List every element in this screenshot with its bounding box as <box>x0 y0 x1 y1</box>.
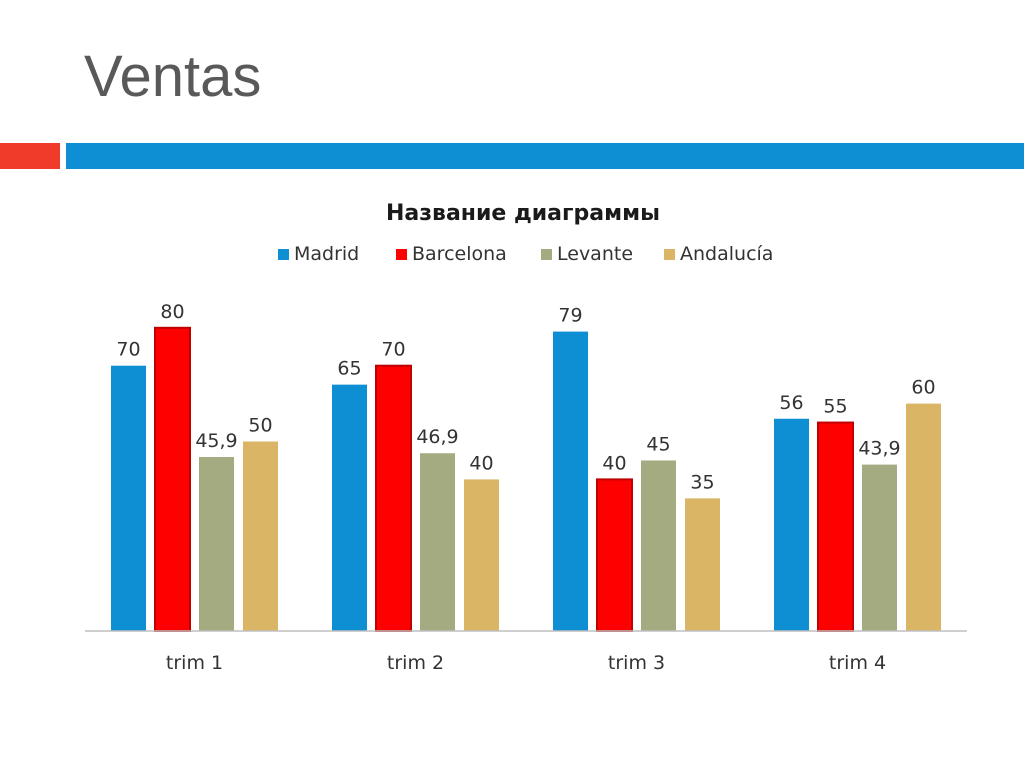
bar-1-2 <box>596 478 633 632</box>
data-label-3-3: 60 <box>911 377 935 399</box>
bar-0-0 <box>111 365 146 631</box>
legend-label-2: Levante <box>557 243 633 265</box>
bar-chart: Название диаграммы Madrid Barcelona Levant… <box>85 201 967 674</box>
title-accent-red-bar <box>0 143 60 169</box>
bar-0-3 <box>774 418 809 631</box>
chart-title: Название диаграммы <box>386 201 660 226</box>
bar-1-3 <box>817 421 854 632</box>
bar-0-2 <box>553 331 588 631</box>
bar-2-3 <box>862 464 897 631</box>
data-label-3-1: 40 <box>469 452 493 474</box>
data-label-1-0: 80 <box>160 301 184 323</box>
data-label-2-2: 45 <box>646 433 670 455</box>
bar-1-1 <box>375 364 412 632</box>
legend-swatch-3 <box>664 249 675 260</box>
data-label-1-2: 40 <box>602 452 626 474</box>
x-tick-label-3: trim 4 <box>829 652 886 674</box>
x-tick-label-2: trim 3 <box>608 652 665 674</box>
bar-2-0 <box>199 457 234 631</box>
data-label-0-3: 56 <box>779 392 803 414</box>
chart-bars: 70 80 45,9 50 65 70 46,9 40 79 40 45 35 56 55 43,9 60 <box>111 301 941 633</box>
data-label-1-1: 70 <box>381 339 405 361</box>
legend-label-0: Madrid <box>294 243 359 265</box>
data-label-0-1: 65 <box>337 358 361 380</box>
data-label-1-3: 55 <box>823 396 847 418</box>
slide-title: Ventas <box>84 44 262 109</box>
chart-legend: Madrid Barcelona Levante Andalucía <box>278 243 773 265</box>
bar-1-0 <box>154 326 191 633</box>
x-tick-label-0: trim 1 <box>166 652 223 674</box>
title-accent-blue-bar <box>66 143 1024 169</box>
legend-swatch-2 <box>541 249 552 260</box>
bar-3-2 <box>685 498 720 631</box>
data-label-3-2: 35 <box>690 471 714 493</box>
legend-swatch-1 <box>396 249 407 260</box>
x-tick-label-1: trim 2 <box>387 652 444 674</box>
data-label-0-0: 70 <box>116 339 140 361</box>
bar-0-1 <box>332 384 367 631</box>
x-axis-tick-labels: trim 1 trim 2 trim 3 trim 4 <box>166 652 886 674</box>
data-label-0-2: 79 <box>558 305 582 327</box>
bar-2-1 <box>420 453 455 631</box>
bar-3-1 <box>464 479 499 631</box>
bar-3-0 <box>243 441 278 631</box>
data-label-2-3: 43,9 <box>858 438 900 460</box>
legend-label-3: Andalucía <box>680 243 773 265</box>
data-label-2-0: 45,9 <box>195 430 237 452</box>
bar-2-2 <box>641 460 676 631</box>
legend-swatch-0 <box>278 249 289 260</box>
data-label-2-1: 46,9 <box>416 426 458 448</box>
legend-label-1: Barcelona <box>412 243 507 265</box>
data-label-3-0: 50 <box>248 415 272 437</box>
bar-3-3 <box>906 403 941 631</box>
